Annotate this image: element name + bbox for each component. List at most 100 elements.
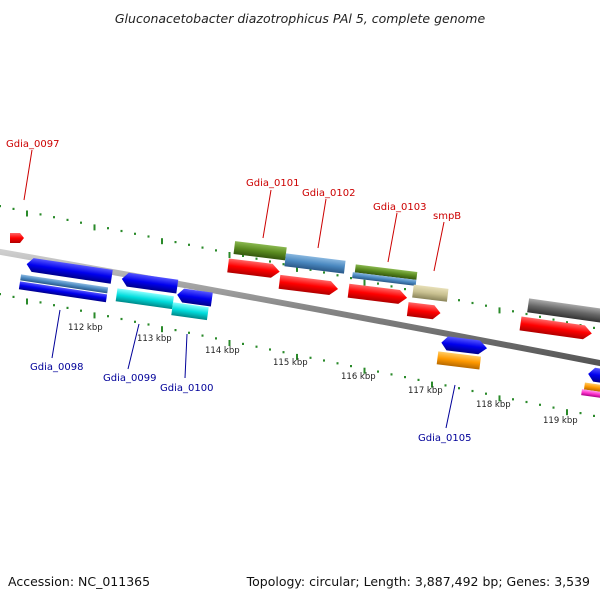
label-leader-line — [262, 189, 272, 239]
label-leader-line — [51, 309, 61, 359]
minor-tick — [525, 312, 528, 316]
major-tick — [566, 409, 568, 416]
gene-label-gdia-0099: Gdia_0099 — [103, 373, 156, 384]
major-tick — [498, 307, 501, 314]
minor-tick — [201, 246, 204, 249]
major-tick — [26, 210, 28, 217]
major-tick — [93, 312, 96, 319]
minor-tick — [390, 285, 393, 288]
minor-tick — [0, 293, 1, 296]
kbp-label: 119 kbp — [543, 416, 578, 426]
major-tick — [431, 381, 433, 388]
gene-feature — [406, 302, 441, 320]
major-tick — [161, 238, 163, 245]
minor-tick — [552, 406, 555, 409]
gene-feature — [441, 336, 488, 355]
minor-tick — [539, 315, 541, 318]
minor-tick — [350, 277, 352, 280]
gene-label-gdia-0105: Gdia_0105 — [418, 433, 471, 444]
minor-tick — [336, 362, 339, 365]
kbp-label: 113 kbp — [137, 334, 172, 344]
minor-tick — [53, 216, 55, 219]
kbp-label: 118 kbp — [476, 400, 511, 410]
minor-tick — [323, 359, 325, 362]
major-tick — [363, 367, 366, 374]
gene-label-gdia-0103: Gdia_0103 — [373, 202, 426, 213]
map-title: Gluconacetobacter diazotrophicus PAl 5, … — [115, 11, 486, 26]
gene-cluster-0101-0102 — [227, 241, 346, 295]
minor-tick — [282, 263, 285, 266]
minor-tick — [512, 398, 514, 401]
minor-tick — [309, 356, 312, 359]
gene-cluster-0103-smpb — [347, 264, 449, 320]
gene-feature — [18, 281, 108, 303]
minor-tick — [134, 232, 136, 235]
gene-feature — [177, 288, 213, 307]
gene-feature — [588, 367, 600, 384]
label-leader-line — [127, 323, 140, 370]
minor-tick — [390, 373, 393, 376]
label-leader-line — [184, 333, 188, 379]
kbp-label: 116 kbp — [341, 372, 376, 382]
tick-row-inner — [0, 293, 595, 417]
label-leader-line — [445, 384, 456, 429]
gene-feature — [20, 274, 109, 294]
minor-tick — [80, 221, 82, 224]
minor-tick — [120, 317, 123, 321]
minor-tick — [201, 334, 204, 337]
minor-tick — [417, 378, 420, 381]
minor-tick — [188, 243, 190, 246]
gene-labels-bottom: Gdia_0098 Gdia_0099 Gdia_0100 Gdia_0105 — [30, 309, 471, 444]
major-tick — [93, 224, 96, 231]
accession-text: Accession: NC_011365 — [8, 574, 150, 589]
minor-tick — [336, 274, 339, 277]
minor-tick — [525, 400, 528, 404]
gene-feature — [527, 298, 600, 324]
minor-tick — [66, 218, 69, 221]
minor-tick — [134, 320, 136, 323]
major-tick — [161, 326, 163, 333]
kbp-label: 117 kbp — [408, 386, 443, 396]
minor-tick — [309, 268, 312, 271]
minor-tick — [458, 387, 460, 390]
minor-tick — [66, 306, 69, 309]
label-leader-line — [23, 149, 33, 201]
minor-tick — [255, 257, 258, 260]
minor-tick — [471, 301, 474, 305]
topology-text: Topology: circular; Length: 3,887,492 bp… — [246, 574, 590, 589]
minor-tick — [174, 329, 177, 332]
minor-tick — [552, 318, 555, 321]
minor-tick — [107, 315, 109, 318]
minor-tick — [0, 205, 1, 208]
gene-cluster-0098 — [18, 258, 113, 303]
minor-tick — [215, 337, 217, 340]
gene-cluster-0105 — [436, 336, 488, 370]
minor-tick — [39, 213, 42, 216]
minor-tick — [255, 345, 258, 348]
major-tick — [296, 265, 298, 272]
gene-feature — [278, 274, 339, 295]
minor-tick — [147, 323, 150, 326]
gene-group-left — [10, 233, 24, 243]
gene-feature — [10, 233, 24, 243]
minor-tick — [120, 229, 123, 233]
gene-cluster-edge — [581, 367, 600, 399]
minor-tick — [39, 301, 42, 304]
gene-feature — [519, 316, 592, 340]
minor-tick — [593, 326, 595, 329]
gene-feature — [581, 389, 600, 399]
minor-tick — [377, 370, 379, 373]
major-tick — [296, 353, 298, 360]
minor-tick — [188, 331, 190, 334]
gene-feature — [352, 272, 417, 286]
minor-tick — [458, 299, 460, 302]
minor-tick — [215, 249, 217, 252]
minor-tick — [80, 309, 82, 312]
gene-feature — [121, 272, 179, 294]
minor-tick — [593, 414, 595, 417]
minor-tick — [269, 260, 271, 263]
gene-feature — [284, 253, 346, 274]
minor-tick — [107, 227, 109, 230]
gene-feature — [233, 241, 287, 261]
